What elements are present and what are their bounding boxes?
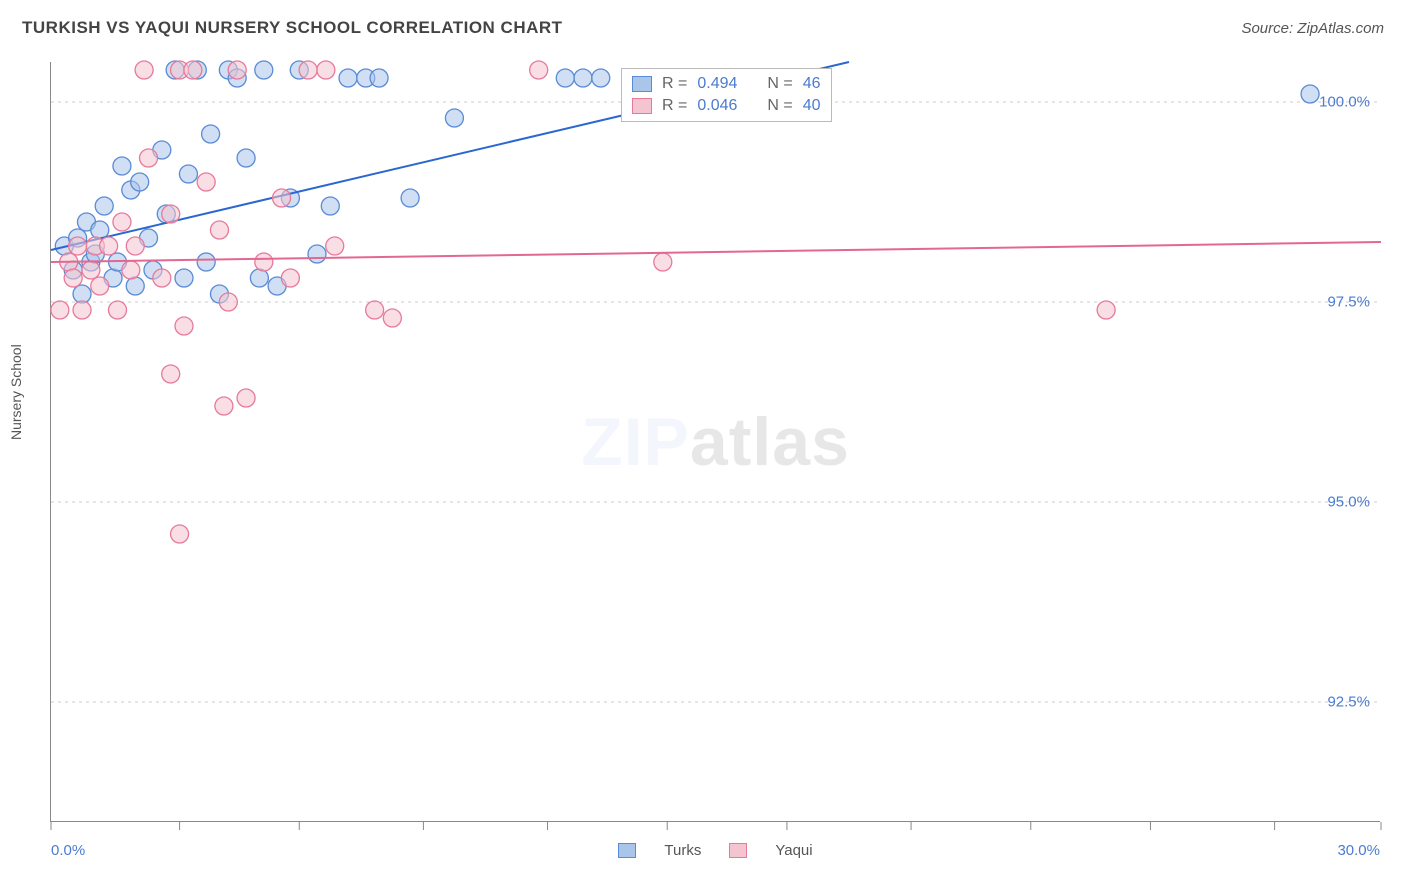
correlation-legend: R = 0.494 N = 46 R = 0.046 N = 40 bbox=[621, 68, 832, 122]
r-label: R = bbox=[662, 97, 687, 115]
r-value: 0.046 bbox=[697, 97, 737, 115]
chart-header: TURKISH VS YAQUI NURSERY SCHOOL CORRELAT… bbox=[0, 0, 1406, 48]
turks-swatch bbox=[618, 843, 636, 858]
y-tick-label: 92.5% bbox=[1327, 694, 1370, 711]
chart-source: Source: ZipAtlas.com bbox=[1241, 20, 1384, 37]
legend-swatch bbox=[632, 98, 652, 114]
x-axis-max-label: 30.0% bbox=[1337, 842, 1380, 859]
n-value: 46 bbox=[803, 75, 821, 93]
yaqui-legend-label: Yaqui bbox=[775, 842, 812, 859]
y-tick-label: 97.5% bbox=[1327, 294, 1370, 311]
correlation-legend-row: R = 0.046 N = 40 bbox=[622, 95, 831, 117]
plot-svg bbox=[51, 62, 1380, 821]
plot-area: ZIPatlas R =0.494N =46R =0.046N =40 Turk… bbox=[50, 62, 1380, 822]
n-label: N = bbox=[767, 75, 792, 93]
n-value: 40 bbox=[803, 97, 821, 115]
series-legend: Turks Yaqui bbox=[51, 842, 1380, 859]
y-tick-label: 100.0% bbox=[1319, 94, 1370, 111]
x-axis-min-label: 0.0% bbox=[51, 842, 85, 859]
turks-legend-label: Turks bbox=[664, 842, 701, 859]
chart-container: TURKISH VS YAQUI NURSERY SCHOOL CORRELAT… bbox=[0, 0, 1406, 892]
chart-title: TURKISH VS YAQUI NURSERY SCHOOL CORRELAT… bbox=[22, 18, 563, 38]
legend-swatch bbox=[632, 76, 652, 92]
r-label: R = bbox=[662, 75, 687, 93]
n-label: N = bbox=[767, 97, 792, 115]
correlation-legend-row: R = 0.494 N = 46 bbox=[622, 73, 831, 95]
y-tick-label: 95.0% bbox=[1327, 494, 1370, 511]
yaqui-swatch bbox=[729, 843, 747, 858]
y-axis-label: Nursery School bbox=[8, 344, 24, 440]
r-value: 0.494 bbox=[697, 75, 737, 93]
